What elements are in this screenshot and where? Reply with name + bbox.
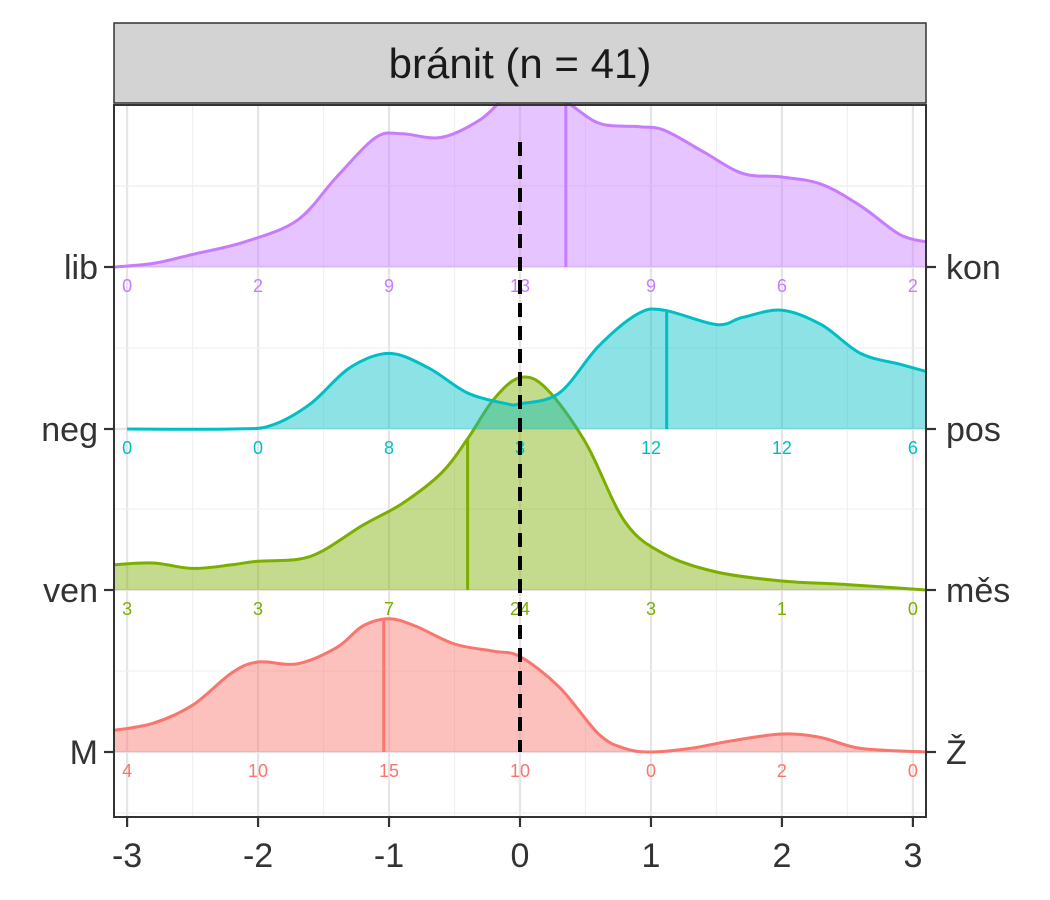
density-area — [114, 618, 926, 752]
count-label: 0 — [122, 276, 132, 296]
x-tick-label: 3 — [903, 837, 922, 875]
x-tick-label: 2 — [772, 837, 791, 875]
count-label: 0 — [122, 438, 132, 458]
y-left-label: ven — [43, 572, 98, 610]
y-left-label: lib — [64, 249, 98, 287]
y-right-label: pos — [946, 411, 1001, 449]
count-label: 0 — [908, 599, 918, 619]
x-tick-label: 1 — [642, 837, 661, 875]
x-tick-label: -3 — [112, 837, 142, 875]
count-label: 0 — [253, 438, 263, 458]
count-label: 2 — [777, 761, 787, 781]
y-left-label: M — [70, 734, 98, 772]
count-label: 10 — [510, 761, 530, 781]
count-label: 3 — [122, 599, 132, 619]
x-tick-label: -1 — [374, 837, 404, 875]
count-label: 3 — [253, 599, 263, 619]
count-label: 6 — [908, 438, 918, 458]
count-label: 0 — [646, 761, 656, 781]
x-tick-label: 0 — [511, 837, 530, 875]
count-label: 12 — [641, 438, 661, 458]
count-label: 0 — [908, 761, 918, 781]
count-label: 2 — [253, 276, 263, 296]
count-label: 2 — [908, 276, 918, 296]
x-tick-label: -2 — [243, 837, 273, 875]
count-label: 3 — [646, 599, 656, 619]
count-label: 10 — [248, 761, 268, 781]
count-label: 6 — [777, 276, 787, 296]
count-label: 12 — [772, 438, 792, 458]
facet-strip — [113, 22, 927, 104]
y-left-label: neg — [41, 411, 98, 449]
count-label: 1 — [777, 599, 787, 619]
density-line — [113, 617, 927, 754]
count-label: 9 — [646, 276, 656, 296]
count-label: 15 — [379, 761, 399, 781]
density-area — [127, 308, 927, 430]
density-line — [113, 375, 927, 592]
count-label: 9 — [384, 276, 394, 296]
density-line — [127, 307, 927, 431]
facet-title: bránit (n = 41) — [389, 40, 652, 87]
count-label: 7 — [384, 599, 394, 619]
y-right-label: kon — [946, 249, 1001, 287]
count-label: 8 — [384, 438, 394, 458]
count-label: 4 — [122, 761, 132, 781]
count-label-group: 41015100203372431000831212602913962 — [122, 276, 918, 781]
y-right-label: Ž — [946, 734, 967, 772]
y-right-label: měs — [946, 572, 1010, 610]
density-area — [114, 376, 926, 590]
